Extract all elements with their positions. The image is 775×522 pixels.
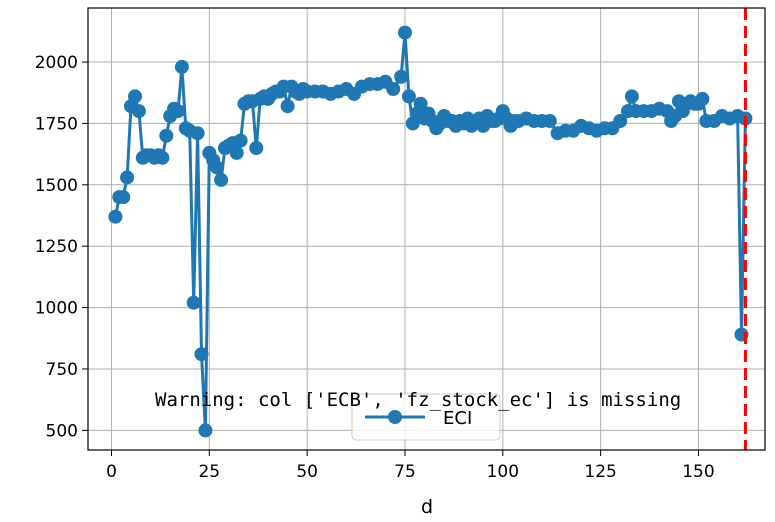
data-point [413, 96, 428, 111]
data-point [624, 89, 639, 104]
x-tick-labels: 0 25 50 75 100 125 150 [106, 450, 715, 482]
data-point [116, 190, 131, 205]
data-point [194, 347, 209, 362]
data-point [613, 114, 628, 128]
gridlines [88, 8, 765, 450]
y-tick-label: 1250 [35, 237, 78, 257]
x-tick-label: 125 [584, 462, 616, 482]
data-point [174, 59, 189, 74]
data-point [229, 145, 244, 160]
y-tick-label: 500 [46, 421, 78, 441]
data-point [131, 104, 146, 119]
x-tick-label: 150 [682, 462, 714, 482]
data-point [120, 170, 135, 185]
legend: ECI [351, 393, 501, 441]
y-tick-label: 2000 [35, 53, 78, 73]
warning-annotation: Warning: col ['ECB', 'fz_stock_ec'] is m… [155, 389, 681, 411]
data-point [186, 295, 201, 310]
data-point [190, 126, 205, 141]
data-point [695, 91, 710, 106]
data-point [214, 172, 229, 187]
y-tick-label: 1750 [35, 114, 78, 134]
data-point [386, 82, 401, 96]
series-line-eci [113, 31, 747, 432]
x-tick-label: 25 [198, 462, 220, 482]
series-group [108, 25, 753, 438]
y-tick-label: 1500 [35, 176, 78, 196]
data-point [108, 209, 123, 224]
data-point [249, 141, 264, 155]
legend-marker-swatch [388, 410, 402, 424]
data-point [159, 128, 174, 143]
data-point [198, 423, 213, 438]
y-tick-label: 750 [46, 360, 78, 380]
y-tick-label: 1000 [35, 299, 78, 319]
data-point [398, 25, 412, 40]
data-point [155, 150, 170, 165]
data-point [280, 99, 295, 114]
legend-box [351, 393, 501, 441]
data-point [210, 160, 225, 175]
plot-frame [87, 7, 766, 451]
data-point [128, 89, 142, 104]
data-point [542, 114, 557, 128]
x-tick-label: 75 [394, 462, 416, 482]
x-tick-label: 0 [106, 462, 117, 482]
data-point [394, 69, 409, 84]
data-point [401, 89, 416, 104]
x-tick-label: 100 [487, 462, 519, 482]
y-tick-labels: 500 750 1000 1250 1500 1750 2000 [35, 53, 88, 441]
x-axis-label: d [421, 496, 433, 518]
legend-label: ECI [443, 408, 472, 429]
data-point [233, 133, 248, 148]
data-point [171, 104, 185, 119]
x-tick-label: 50 [296, 462, 318, 482]
